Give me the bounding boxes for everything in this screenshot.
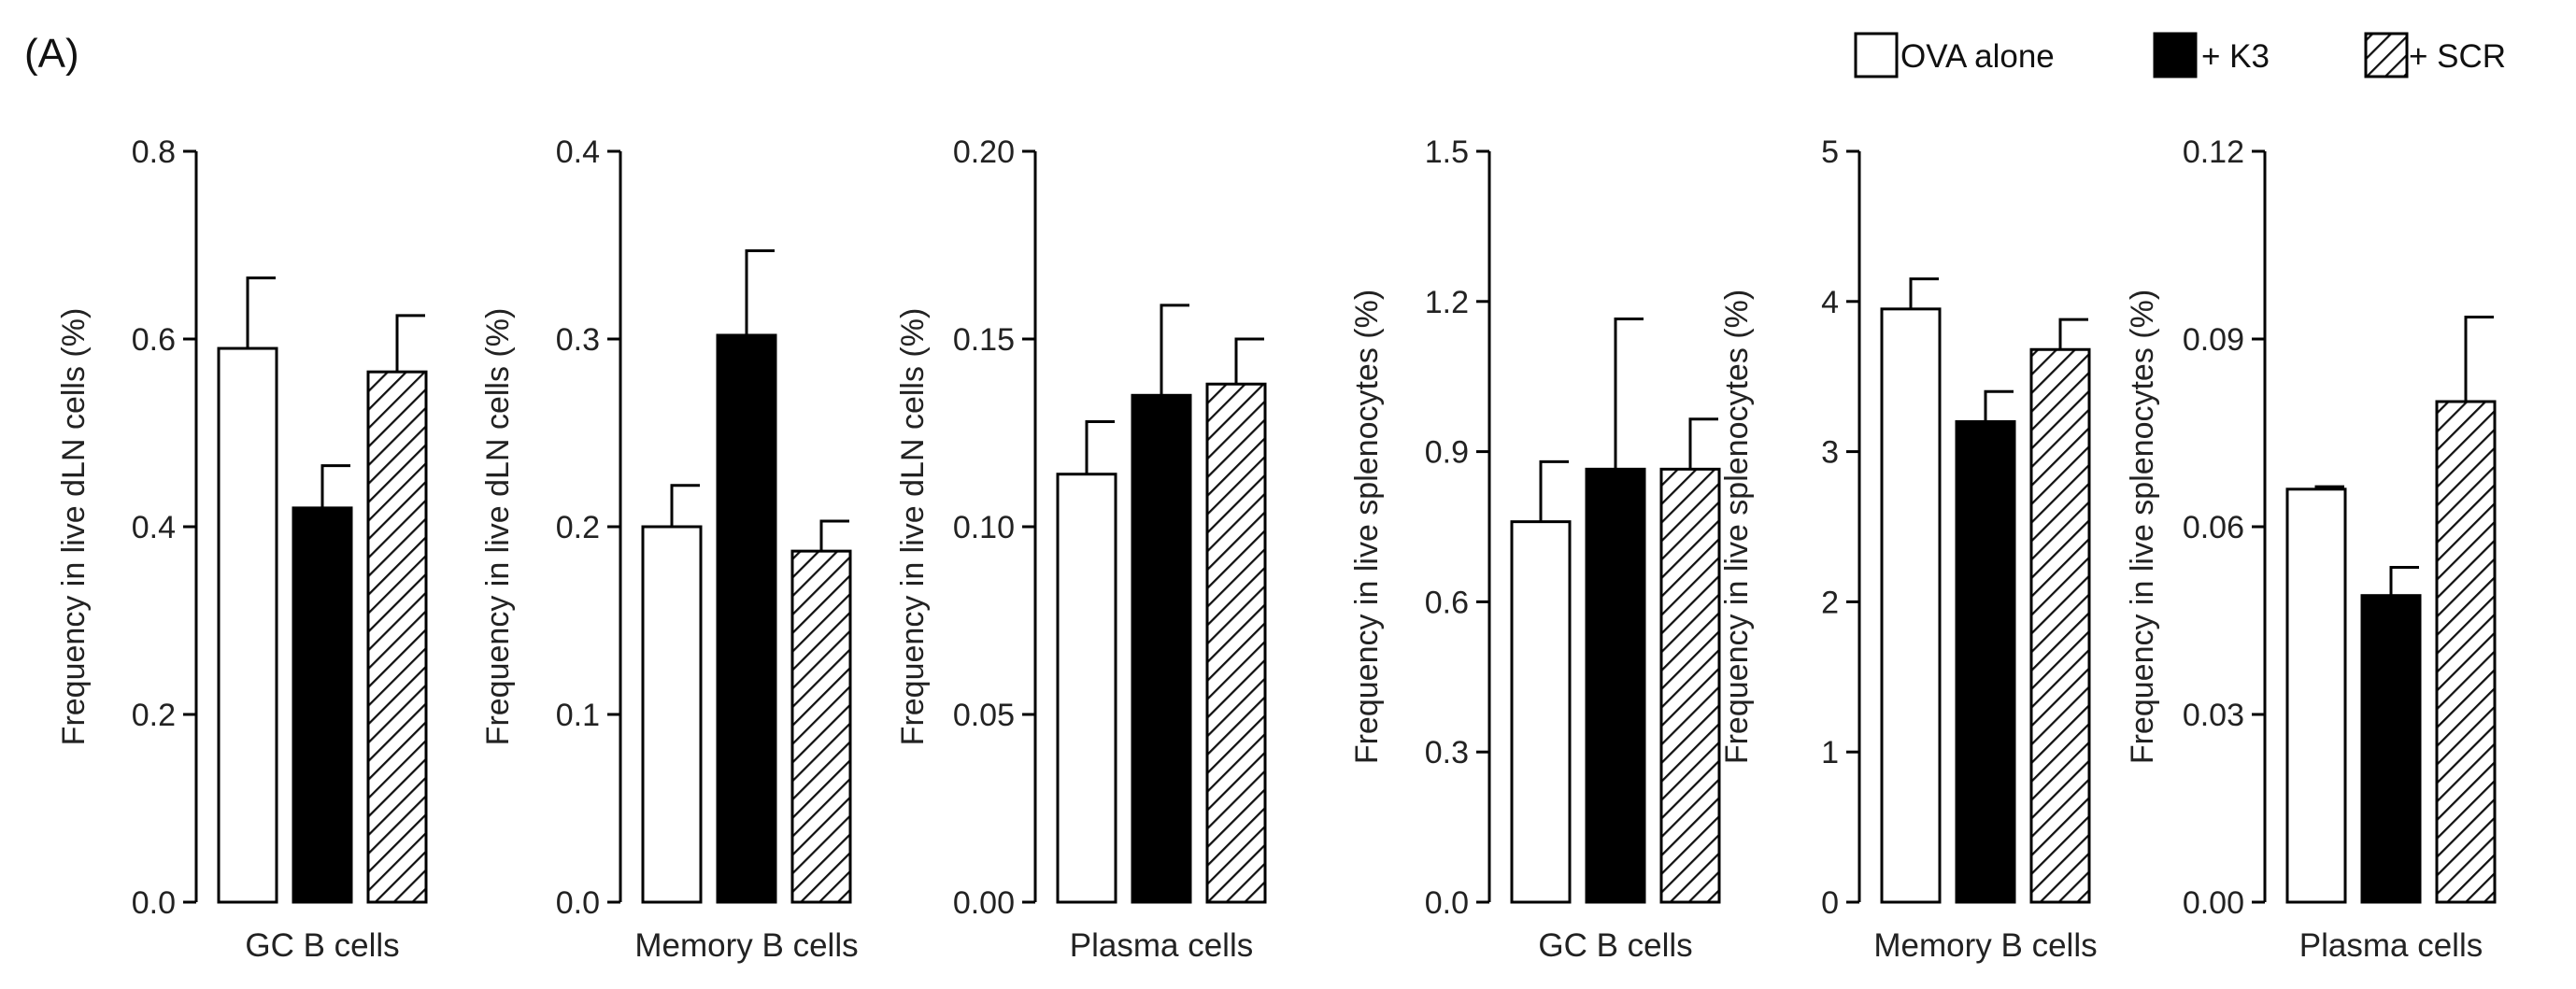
- y-tick-label: 0.3: [556, 322, 600, 358]
- bar-ova-alone: [1880, 307, 1942, 904]
- y-tick-label: 0.6: [1425, 585, 1469, 620]
- y-tick-label: 0.00: [953, 885, 1015, 921]
- chart-panel-6: 0.00 0.03 0.06 0.09 0.12 Frequency in live sp…: [2125, 134, 2497, 964]
- bar-scr: [1659, 467, 1721, 904]
- y-tick-label: 0.05: [953, 698, 1015, 733]
- y-tick-label: 0.0: [1425, 885, 1469, 921]
- bar-scr: [2029, 347, 2091, 904]
- legend-item-scr: + SCR: [2364, 32, 2506, 78]
- y-tick-label: 3: [1821, 435, 1839, 471]
- y-tick-label: 0.2: [556, 510, 600, 545]
- bar-ova-alone: [1510, 520, 1572, 904]
- bar-ova-alone: [2285, 487, 2347, 904]
- y-tick-label: 0.10: [953, 510, 1015, 545]
- y-tick-label: 0.12: [2183, 134, 2244, 170]
- bar-scr: [2435, 400, 2497, 904]
- bar-scr: [1205, 382, 1267, 904]
- bar-k3: [1585, 467, 1646, 904]
- y-tick-label: 0.9: [1425, 435, 1469, 471]
- y-tick-label: 0.0: [132, 885, 176, 921]
- chart-panel-3: 0.00 0.05 0.10 0.15 0.20 Frequency in live dL…: [895, 134, 1267, 964]
- y-tick-label: 0.2: [132, 698, 176, 733]
- y-tick-label: 1.5: [1425, 134, 1469, 170]
- legend-label: + SCR: [2409, 38, 2506, 75]
- y-tick-label: 0.20: [953, 134, 1015, 170]
- bar-k3: [716, 333, 777, 904]
- legend-swatch-ova-alone: [1854, 32, 1899, 78]
- legend-item-ova-alone: OVA alone: [1854, 32, 2055, 78]
- y-tick-label: 5: [1821, 134, 1839, 170]
- bar-ova-alone: [1056, 473, 1117, 904]
- y-tick-label: 0.0: [556, 885, 600, 921]
- y-tick-label: 0.1: [556, 698, 600, 733]
- x-category-label: GC B cells: [1538, 927, 1692, 964]
- y-tick-label: 0.6: [132, 322, 176, 358]
- x-category-label: Plasma cells: [2299, 927, 2483, 964]
- y-axis-label: Frequency in live splenocytes (%): [2125, 290, 2160, 764]
- y-tick-label: 0.06: [2183, 510, 2244, 545]
- y-tick-label: 0.4: [132, 510, 176, 545]
- legend: OVA alone + K3 + SCR: [1854, 32, 2506, 78]
- y-tick-label: 1: [1821, 735, 1839, 770]
- y-axis-label: Frequency in live splenocytes (%): [1349, 290, 1385, 764]
- y-tick-label: 0.03: [2183, 698, 2244, 733]
- x-category-label: Memory B cells: [1873, 927, 2097, 964]
- bar-ova-alone: [641, 525, 703, 904]
- legend-swatch-k3: [2153, 32, 2198, 78]
- x-category-label: Plasma cells: [1070, 927, 1253, 964]
- legend-swatch-scr: [2364, 32, 2409, 78]
- bar-k3: [2360, 594, 2422, 904]
- legend-label: OVA alone: [1900, 38, 2055, 75]
- y-tick-label: 0.09: [2183, 322, 2244, 358]
- x-category-label: Memory B cells: [634, 927, 858, 964]
- bar-k3: [292, 506, 353, 904]
- y-axis-label: Frequency in live splenocytes (%): [1719, 290, 1755, 764]
- chart-panel-2: 0.0 0.1 0.2 0.3 0.4 Frequency in live dLN cel…: [480, 134, 859, 964]
- bar-ova-alone: [217, 346, 278, 904]
- chart-panel-4: 0.0 0.3 0.6 0.9 1.2 1.5 Frequency in live sple…: [1349, 134, 1721, 964]
- chart-panel-5: 0 1 2 3 4 5 Frequency in live splenocytes (%) M…: [1719, 134, 2098, 964]
- y-tick-label: 0.4: [556, 134, 600, 170]
- y-tick-label: 0: [1821, 885, 1839, 921]
- y-tick-label: 0.8: [132, 134, 176, 170]
- x-category-label: GC B cells: [245, 927, 399, 964]
- bar-scr: [790, 549, 852, 904]
- bar-k3: [1131, 393, 1192, 904]
- y-tick-label: 4: [1821, 285, 1839, 320]
- chart-panels: 0.0 0.2 0.4 0.6 0.8 Frequency in live dLN cel…: [56, 134, 2497, 964]
- y-tick-label: 0.00: [2183, 885, 2244, 921]
- legend-item-k3: + K3: [2153, 32, 2270, 78]
- y-tick-label: 1.2: [1425, 285, 1469, 320]
- legend-label: + K3: [2201, 38, 2270, 75]
- bar-k3: [1955, 419, 2016, 904]
- y-tick-label: 0.3: [1425, 735, 1469, 770]
- panel-label: (A): [24, 31, 79, 77]
- chart-panel-1: 0.0 0.2 0.4 0.6 0.8 Frequency in live dLN cel…: [56, 134, 428, 964]
- bar-scr: [366, 370, 428, 904]
- y-tick-label: 0.15: [953, 322, 1015, 358]
- y-axis-label: Frequency in live dLN cells (%): [480, 308, 516, 746]
- y-tick-label: 2: [1821, 585, 1839, 620]
- y-axis-label: Frequency in live dLN cells (%): [56, 308, 92, 746]
- y-axis-label: Frequency in live dLN cells (%): [895, 308, 931, 746]
